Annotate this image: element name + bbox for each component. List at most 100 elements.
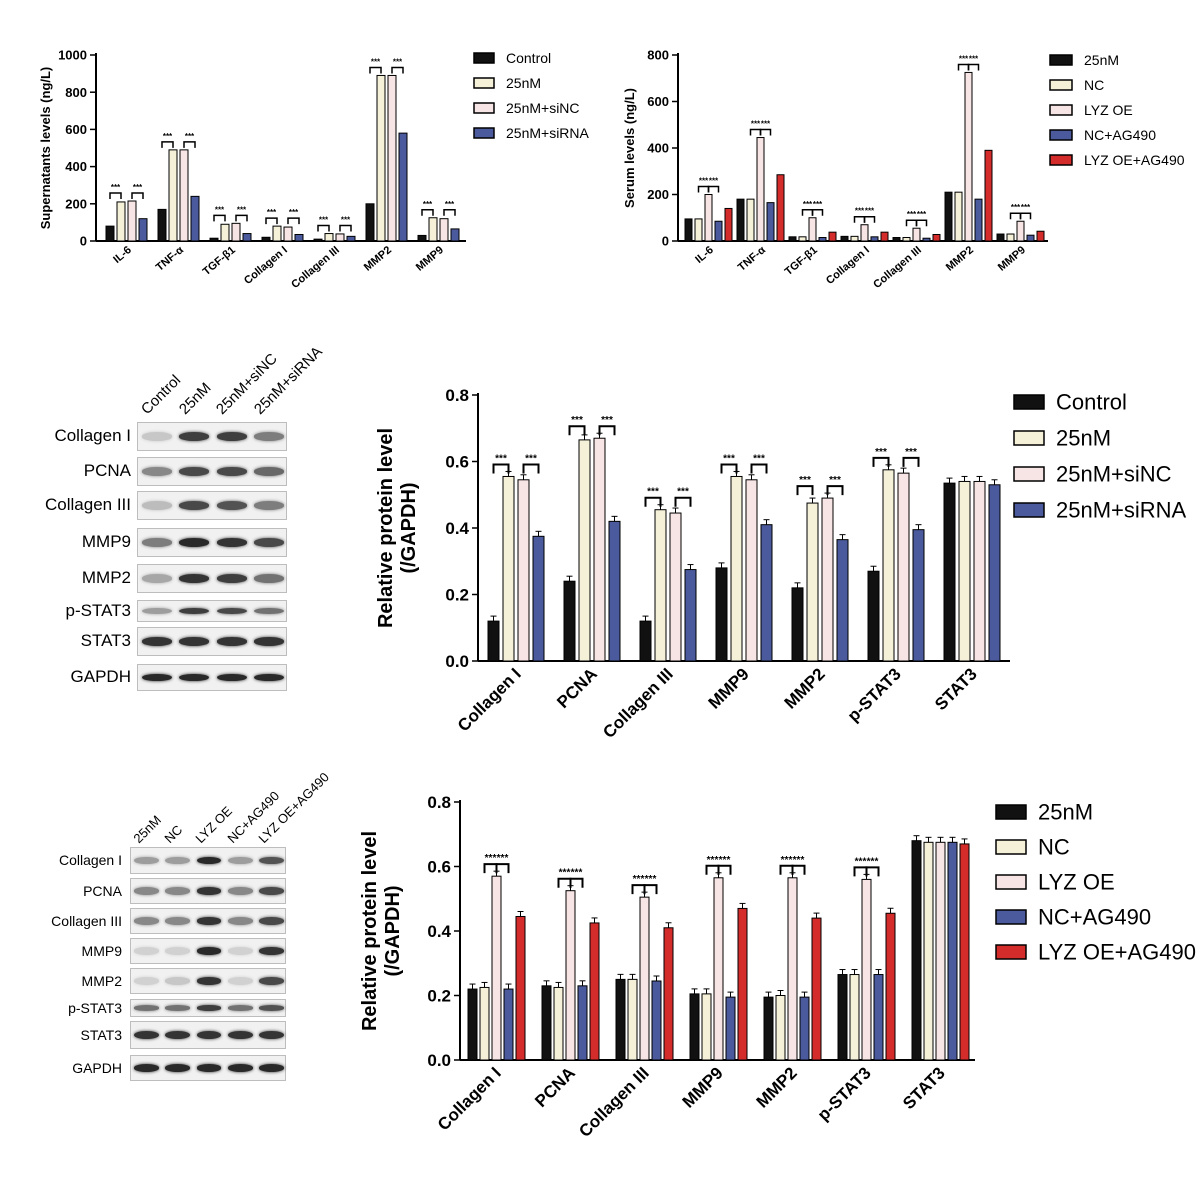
bar-control-collagen-i [487,620,500,662]
bar-lyz-oe-collagen-i [860,224,869,242]
category-label: p-STAT3 [814,1063,875,1124]
blot-band [254,574,285,583]
significance-bracket [568,425,586,436]
bar-25nm-sirna-collagen-iii [346,235,356,242]
bar-25nm-collagen-i [840,235,849,242]
legend-swatch [1013,394,1045,410]
blot-band [216,673,247,682]
category-label: MMP2 [362,244,394,274]
bar-25nm-sinc-il-6 [127,200,137,242]
category-label: Collagen I [242,244,290,287]
significance-bracket [674,496,692,507]
significance-bracket [801,209,814,216]
blot-row-label: p-STAT3 [65,600,132,620]
bar-25nm-sinc-mmp2 [387,74,397,242]
blot-row [130,878,286,904]
blot-band [196,1005,222,1011]
bar-25nm-mmp2 [806,502,819,662]
significance-label: *** [633,874,645,885]
bar-nc-ag490-il-6 [714,220,723,242]
legend-swatch [995,804,1027,820]
significance-bracket [183,141,196,148]
bar-lyz-oe-ag490-p-stat3 [885,912,896,1061]
bar-25nm-sirna-tnf- [190,195,200,242]
category-label: IL-6 [111,244,134,266]
bar-nc-collagen-i [850,235,859,242]
blot-band [141,673,172,682]
significance-bracket [872,456,890,467]
significance-bracket [421,209,434,216]
bar-control-mmp9 [715,567,728,662]
blot-band [179,673,210,682]
bar-25nm-collagen-iii [615,978,626,1061]
blot-row [130,908,286,934]
significance-label: *** [707,855,719,866]
significance-label: *** [497,853,509,864]
bar-nc-collagen-iii [627,978,638,1061]
y-tick-label: 0.6 [427,857,451,876]
bar-25nm-sinc-mmp9 [439,218,449,242]
blot-row-label: Collagen III [51,912,122,929]
significance-bracket [697,185,710,193]
bar-lyz-oe-tgf-1 [808,217,817,242]
significance-label: *** [525,453,537,464]
blot-band [141,607,172,615]
bar-nc-mmp2 [954,191,963,242]
bar-25nm-sinc-tnf- [179,149,189,242]
significance-bracket [495,863,510,874]
category-label: PCNA [553,664,600,711]
significance-bracket [443,209,456,216]
legend-swatch [473,77,495,89]
bar-control-collagen-i [261,236,271,242]
blot-band [179,637,210,646]
legend-label: LYZ OE [1038,870,1115,895]
significance-label: *** [111,183,121,192]
blot-band [258,917,284,925]
significance-label: *** [485,853,497,864]
y-axis-label: Relative protein level(/GAPDH) [375,428,420,628]
significance-label: *** [495,453,507,464]
significance-label: *** [867,856,879,867]
y-tick-label: 0.4 [427,922,451,941]
blot-band [179,432,210,441]
category-label: Collagen I [434,1063,505,1134]
bar-nc-ag490-tgf-1 [818,237,827,242]
significance-label: *** [751,120,761,129]
blot-band [254,501,285,510]
bar-25nm-mmp2 [376,74,386,242]
blot-row-label: GAPDH [72,1059,122,1076]
bar-25nm-mmp9 [996,233,1005,242]
bar-nc-pcna [553,986,564,1061]
blot-band [165,977,191,985]
blot-lane-label: Control [138,371,185,418]
significance-label: *** [719,855,731,866]
bar-lyz-oe-collagen-i [491,875,502,1061]
blot-band [227,977,253,985]
significance-bracket [853,215,866,223]
bar-control-stat3 [943,482,956,662]
blot-band [141,432,172,441]
bar-lyz-oe-ag490-stat3 [959,843,970,1061]
significance-bracket [865,866,880,877]
significance-bracket [915,219,928,227]
blot-band [258,1005,284,1011]
bar-nc-tnf- [746,198,755,242]
blot-row [130,847,286,874]
significance-label: *** [917,210,927,219]
category-label: TGF-β1 [783,244,820,278]
legend-label: 25nM+siNC [1056,462,1172,487]
bar-25nm-mmp2 [944,191,953,242]
significance-bracket [720,463,738,474]
blot-row [130,968,286,994]
bar-25nm-sinc-mmp9 [745,479,758,662]
legend-swatch [995,874,1027,890]
blot-row [137,664,287,691]
bar-nc-mmp9 [1006,233,1015,242]
blot-band [216,467,247,476]
significance-bracket [131,192,144,200]
y-axis-label: Supernatants levels (ng/L) [38,67,53,230]
blot-row [130,1021,286,1049]
bar-25nm-il-6 [684,218,693,242]
significance-bracket [109,192,122,200]
bar-nc-ag490-pcna [577,985,588,1061]
